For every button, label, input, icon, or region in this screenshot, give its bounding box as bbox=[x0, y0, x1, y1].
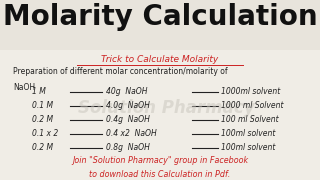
Text: 0.1 x 2: 0.1 x 2 bbox=[32, 129, 58, 138]
Text: 0.2 M: 0.2 M bbox=[32, 143, 53, 152]
Text: Join "Solution Pharmacy" group in Facebook: Join "Solution Pharmacy" group in Facebo… bbox=[72, 156, 248, 165]
Text: 0.2 M: 0.2 M bbox=[32, 115, 53, 124]
Text: 0.4 x2  NaOH: 0.4 x2 NaOH bbox=[106, 129, 156, 138]
Text: 0.8g  NaOH: 0.8g NaOH bbox=[106, 143, 149, 152]
Text: Solution Pharmacy: Solution Pharmacy bbox=[78, 99, 255, 117]
Text: 4.0g  NaOH: 4.0g NaOH bbox=[106, 101, 149, 110]
Text: Molarity Calculation: Molarity Calculation bbox=[3, 3, 317, 31]
Text: NaOH: NaOH bbox=[13, 83, 35, 92]
Text: 100 ml Solvent: 100 ml Solvent bbox=[221, 115, 278, 124]
Text: 1 M: 1 M bbox=[32, 87, 46, 96]
Text: 0.1 M: 0.1 M bbox=[32, 101, 53, 110]
FancyBboxPatch shape bbox=[0, 0, 320, 50]
Text: 1000 ml Solvent: 1000 ml Solvent bbox=[221, 101, 283, 110]
Text: 0.4g  NaOH: 0.4g NaOH bbox=[106, 115, 149, 124]
Text: Preparation of different molar concentration/molarity of: Preparation of different molar concentra… bbox=[13, 68, 228, 76]
Text: to download this Calculation in Pdf.: to download this Calculation in Pdf. bbox=[89, 170, 231, 179]
Text: 1000ml solvent: 1000ml solvent bbox=[221, 87, 280, 96]
Text: 40g  NaOH: 40g NaOH bbox=[106, 87, 147, 96]
Text: 100ml solvent: 100ml solvent bbox=[221, 129, 275, 138]
Text: 100ml solvent: 100ml solvent bbox=[221, 143, 275, 152]
Text: Trick to Calculate Molarity: Trick to Calculate Molarity bbox=[101, 55, 219, 64]
